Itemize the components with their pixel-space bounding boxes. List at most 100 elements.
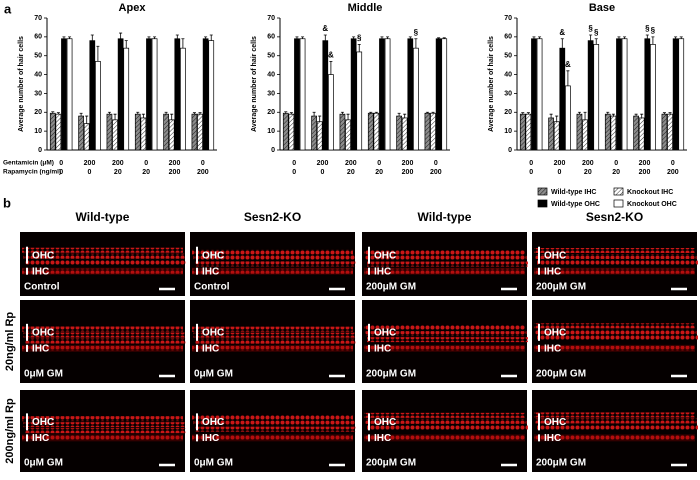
error-bar	[68, 36, 72, 39]
ihc-row	[22, 268, 183, 274]
x-tick-label: 0	[529, 169, 533, 176]
condition-label: 0μM GM	[24, 458, 63, 469]
error-bar	[284, 111, 288, 114]
bar	[117, 38, 124, 151]
ihc-glow	[534, 267, 695, 275]
column-header: Wild-type	[418, 210, 472, 224]
bar-hatch	[554, 121, 560, 150]
ohc-row	[23, 422, 185, 428]
bar-hatch	[424, 113, 430, 150]
condition-label: 200μM GM	[536, 458, 586, 469]
error-bar	[425, 111, 429, 114]
annotation: &	[328, 50, 334, 59]
legend-label: Wild-type OHC	[551, 201, 600, 208]
ohc-label: OHC	[202, 417, 224, 428]
y-tick-label: 60	[34, 34, 42, 41]
y-tick-label: 0	[38, 147, 42, 154]
ohc-row	[192, 326, 353, 332]
y-tick-label: 20	[504, 109, 512, 116]
bar	[407, 38, 414, 151]
error-bar	[674, 36, 678, 39]
error-bar	[295, 36, 299, 39]
y-tick-label: 70	[504, 15, 512, 22]
ihc-label: IHC	[32, 343, 49, 354]
error-bar	[85, 115, 89, 124]
bar-hatch	[661, 114, 667, 150]
x-tick-label: 20	[114, 169, 122, 176]
bar-hatch	[163, 114, 169, 150]
error-bar	[124, 40, 128, 49]
ohc-row	[193, 255, 355, 261]
bar	[299, 38, 306, 151]
ohc-row	[534, 412, 695, 418]
error-bar	[526, 112, 530, 115]
annotation: §	[357, 34, 362, 43]
ihc-row	[22, 435, 183, 441]
bar	[146, 38, 152, 151]
ihc-label: IHC	[374, 266, 391, 277]
ohc-row	[22, 416, 183, 422]
error-bar	[170, 113, 174, 120]
annotation: &	[322, 24, 328, 33]
y-tick-label: 40	[34, 71, 42, 78]
ohc-row	[537, 424, 698, 430]
y-tick-label: 60	[267, 34, 275, 41]
ohc-row	[25, 338, 186, 344]
error-bar	[651, 36, 655, 45]
column-header: Sesn2-KO	[586, 210, 643, 224]
bar	[621, 38, 628, 151]
error-bar	[62, 36, 66, 39]
x-tick-label: 200	[169, 169, 181, 176]
y-tick-label: 20	[34, 109, 42, 116]
bar-hatch	[317, 121, 323, 150]
bar	[435, 38, 442, 151]
error-bar	[175, 34, 179, 39]
bar-hatch	[520, 114, 526, 150]
bar-hatch	[396, 116, 402, 150]
annotation: §	[594, 28, 599, 37]
bar	[531, 38, 537, 151]
error-bar	[56, 112, 60, 115]
x-tick-label: 20	[142, 169, 150, 176]
ohc-row	[365, 418, 527, 424]
ihc-glow	[192, 267, 353, 275]
ihc-row	[364, 345, 525, 351]
column-header: Sesn2-KO	[244, 210, 301, 224]
bar-hatch	[639, 117, 645, 150]
error-bar	[301, 36, 305, 39]
ohc-row	[364, 325, 525, 331]
panel-label: b	[3, 195, 11, 210]
ohc-row	[193, 420, 355, 426]
bar	[180, 47, 186, 151]
ihc-glow	[364, 434, 525, 442]
x-tick-label: 20	[375, 169, 383, 176]
x-tick-label: 0	[614, 160, 618, 167]
ohc-row	[192, 249, 353, 255]
error-bar	[594, 38, 598, 45]
bar	[174, 38, 181, 151]
ohc-row	[365, 331, 527, 337]
error-bar	[617, 36, 621, 39]
y-tick-label: 0	[271, 147, 275, 154]
x-tick-label: 200	[554, 160, 566, 167]
error-bar	[645, 34, 649, 39]
error-bar	[521, 112, 525, 115]
x-tick-label: 0	[88, 169, 92, 176]
ohc-row	[195, 261, 356, 267]
y-tick-label: 40	[504, 71, 512, 78]
error-bar	[119, 32, 123, 39]
error-bar	[408, 36, 412, 39]
bar-hatch	[50, 113, 56, 150]
error-bar	[538, 36, 542, 39]
x-tick-label: 0	[59, 169, 63, 176]
error-bar	[549, 113, 553, 118]
ohc-row	[364, 249, 525, 255]
error-bar	[107, 111, 111, 115]
annotation: §	[414, 28, 419, 37]
bar	[384, 38, 391, 151]
error-bar	[532, 36, 536, 39]
x-row-label: Gentamicin (μM)	[3, 160, 54, 167]
ohc-row	[22, 326, 183, 332]
bar-hatch	[84, 123, 90, 150]
bar-hatch	[169, 119, 175, 150]
